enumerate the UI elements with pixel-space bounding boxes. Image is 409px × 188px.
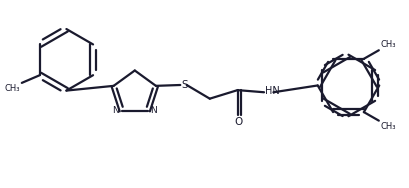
Text: N: N — [151, 106, 157, 115]
Text: N: N — [112, 106, 119, 115]
Text: CH₃: CH₃ — [380, 121, 396, 130]
Text: HN: HN — [265, 86, 280, 96]
Text: O: O — [235, 117, 243, 127]
Text: S: S — [181, 80, 188, 89]
Text: CH₃: CH₃ — [380, 40, 396, 49]
Text: CH₃: CH₃ — [4, 84, 20, 93]
